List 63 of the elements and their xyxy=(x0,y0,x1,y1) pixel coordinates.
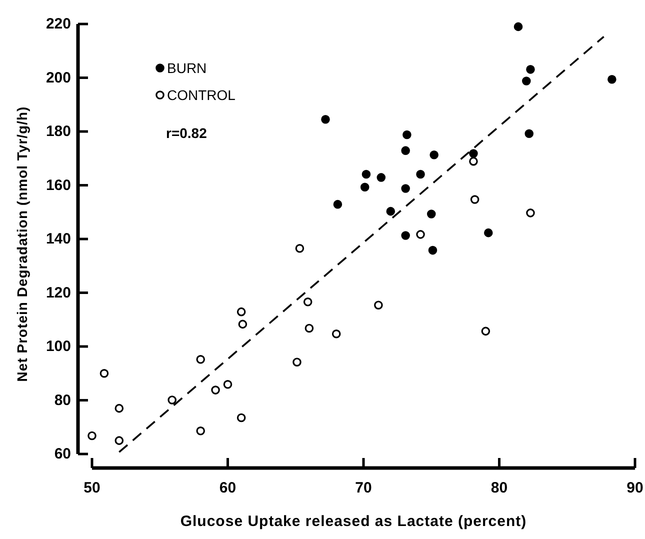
point xyxy=(304,324,314,333)
y-tick-label: 160 xyxy=(46,176,71,194)
point xyxy=(292,358,302,366)
x-axis-title: Glucose Uptake released as Lactate (percent) xyxy=(180,513,527,530)
annotation: r=0.82 xyxy=(166,125,208,141)
point xyxy=(484,228,493,238)
point xyxy=(196,355,205,364)
point xyxy=(470,195,480,204)
point xyxy=(401,184,410,193)
point xyxy=(360,182,370,192)
point xyxy=(524,129,534,138)
point xyxy=(469,156,478,166)
point xyxy=(481,326,490,336)
point xyxy=(522,76,531,86)
point xyxy=(332,329,341,338)
point xyxy=(223,380,232,389)
point xyxy=(321,115,330,124)
x-tick-label: 50 xyxy=(84,480,100,496)
point xyxy=(362,170,371,179)
point xyxy=(114,436,124,445)
point xyxy=(333,200,342,209)
point xyxy=(428,246,438,255)
point xyxy=(386,206,396,216)
point xyxy=(236,307,246,316)
y-tick-label: 60 xyxy=(54,446,71,462)
point xyxy=(430,150,438,160)
point xyxy=(526,208,535,218)
point xyxy=(303,297,312,306)
y-tick-label: 220 xyxy=(46,16,71,32)
point xyxy=(238,320,248,329)
x-tick-label: 80 xyxy=(490,480,508,496)
point xyxy=(211,386,220,394)
y-axis-title: Net Protein Degradation (nmol Tyr/g/h) xyxy=(14,106,30,382)
point xyxy=(416,230,425,239)
point xyxy=(401,146,410,155)
point xyxy=(168,396,176,404)
y-tick-label: 180 xyxy=(46,123,71,140)
point xyxy=(196,426,205,436)
point xyxy=(526,65,535,74)
x-tick-label: 90 xyxy=(626,480,644,496)
x-tick-label: 60 xyxy=(219,480,236,496)
y-tick-label: 100 xyxy=(46,338,71,355)
x-tick-label: 70 xyxy=(355,480,372,496)
point xyxy=(236,413,246,422)
y-tick-label: 120 xyxy=(46,284,71,302)
y-tick-label: 140 xyxy=(46,230,71,248)
legend-label: BURN xyxy=(167,60,207,76)
point xyxy=(100,368,109,378)
point xyxy=(295,244,304,253)
point xyxy=(608,74,616,84)
point xyxy=(88,431,96,440)
legend-label: CONTROL xyxy=(167,87,236,103)
point xyxy=(114,404,124,413)
y-tick-label: 200 xyxy=(46,69,71,86)
point xyxy=(469,149,478,158)
point xyxy=(514,22,523,32)
point xyxy=(402,130,412,140)
point xyxy=(374,300,383,310)
point xyxy=(401,231,410,240)
point xyxy=(416,170,425,179)
point xyxy=(426,210,436,218)
y-tick-label: 80 xyxy=(54,392,71,409)
point xyxy=(376,173,386,182)
